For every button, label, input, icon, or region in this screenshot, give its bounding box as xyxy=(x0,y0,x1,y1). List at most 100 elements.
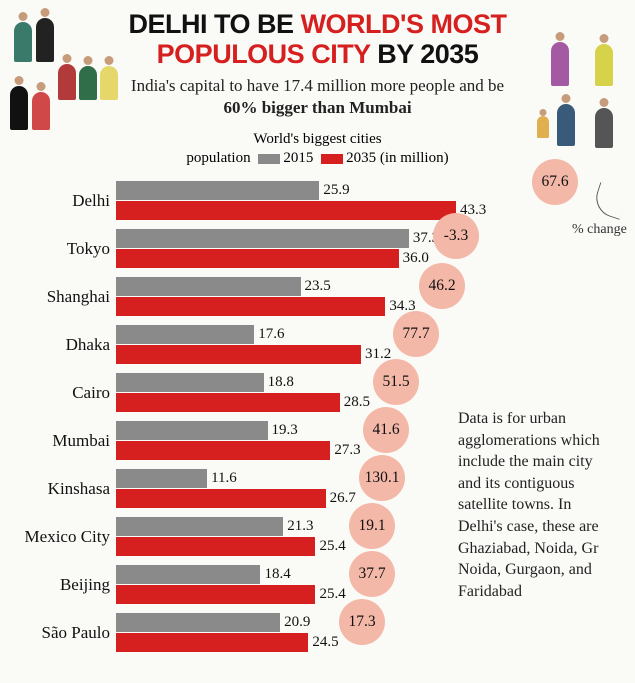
bar-2015 xyxy=(116,517,283,536)
pct-change-bubble: 51.5 xyxy=(373,359,419,405)
bar-value: 27.3 xyxy=(334,442,360,459)
city-label: Kinshasa xyxy=(14,465,116,513)
subhead-b: 60% bigger than Mumbai xyxy=(223,98,411,117)
bar-2015 xyxy=(116,373,264,392)
person-icon xyxy=(36,18,54,62)
bar-line: 37.3 xyxy=(116,229,621,248)
pct-change-bubble: 46.2 xyxy=(419,263,465,309)
legend: World's biggest cities population 2015 2… xyxy=(14,130,621,169)
bar-line: 36.0 xyxy=(116,249,621,268)
bar-2035 xyxy=(116,489,326,508)
city-label: Mumbai xyxy=(14,417,116,465)
bar-value: 18.4 xyxy=(264,566,290,583)
footnote: Data is for urban agglomerations which i… xyxy=(458,408,616,602)
subheadline: India's capital to have 17.4 million mor… xyxy=(124,75,511,118)
city-label: São Paulo xyxy=(14,609,116,657)
bar-value: 25.9 xyxy=(323,182,349,199)
chart-row: São Paulo 20.924.5 xyxy=(14,609,621,657)
bar-line: 31.2 xyxy=(116,345,621,364)
pct-change-bubble: -3.3 xyxy=(433,213,479,259)
pct-change-bubble: 17.3 xyxy=(339,599,385,645)
headline-part-c: BY 2035 xyxy=(370,39,478,69)
bar-value: 25.4 xyxy=(319,586,345,603)
bar-2035 xyxy=(116,297,385,316)
legend-swatch-2035 xyxy=(321,154,343,164)
chart-row: Shanghai 23.5 34.3 xyxy=(14,273,621,321)
bar-pair: 23.5 34.3 xyxy=(116,273,621,321)
person-icon xyxy=(14,22,32,62)
pct-change-bubble: 19.1 xyxy=(349,503,395,549)
bar-2035 xyxy=(116,537,315,556)
pct-change-bubble: 41.6 xyxy=(363,407,409,453)
legend-2015: 2015 xyxy=(283,150,313,166)
bar-2015 xyxy=(116,469,207,488)
chart-row: Tokyo37.3 36.0 xyxy=(14,225,621,273)
bar-value: 26.7 xyxy=(330,490,356,507)
subhead-a: India's capital to have 17.4 million mor… xyxy=(131,76,504,95)
city-label: Cairo xyxy=(14,369,116,417)
person-icon xyxy=(100,66,118,100)
city-label: Tokyo xyxy=(14,225,116,273)
bar-2035 xyxy=(116,201,456,220)
bar-value: 23.5 xyxy=(305,278,331,295)
pct-change-bubble: 67.6 xyxy=(532,159,578,205)
bar-line: 18.8 xyxy=(116,373,621,392)
bar-value: 11.6 xyxy=(211,470,237,487)
legend-series: population 2015 2035 (in million) xyxy=(14,149,621,169)
bar-2035 xyxy=(116,393,340,412)
headline-part-a: DELHI TO BE xyxy=(129,9,301,39)
bar-value: 36.0 xyxy=(403,250,429,267)
bar-value: 19.3 xyxy=(272,422,298,439)
bar-value: 28.5 xyxy=(344,394,370,411)
legend-swatch-2015 xyxy=(258,154,280,164)
bar-2015 xyxy=(116,181,319,200)
bar-pair: 17.6 31.2 xyxy=(116,321,621,369)
person-icon xyxy=(58,64,76,100)
bar-2015 xyxy=(116,325,254,344)
city-label: Delhi xyxy=(14,177,116,225)
bar-2035 xyxy=(116,345,361,364)
bar-2035 xyxy=(116,441,330,460)
person-icon xyxy=(551,42,569,86)
bar-line: 43.3 xyxy=(116,201,621,220)
headline: DELHI TO BE WORLD'S MOST POPULOUS CITY B… xyxy=(84,10,551,69)
chart-row: Dhaka 17.6 31.2 xyxy=(14,321,621,369)
pct-change-label: % change xyxy=(572,222,627,238)
bar-2035 xyxy=(116,633,308,652)
bar-2035 xyxy=(116,585,315,604)
bar-line: 23.5 xyxy=(116,277,621,296)
person-icon xyxy=(537,116,549,138)
city-label: Beijing xyxy=(14,561,116,609)
bar-2015 xyxy=(116,229,409,248)
pct-change-bubble: 37.7 xyxy=(349,551,395,597)
person-icon xyxy=(557,104,575,146)
person-icon xyxy=(32,92,50,130)
bar-2015 xyxy=(116,565,260,584)
pct-change-bubble: 77.7 xyxy=(393,311,439,357)
legend-pop: population xyxy=(186,150,250,166)
bar-2035 xyxy=(116,249,399,268)
bar-value: 25.4 xyxy=(319,538,345,555)
legend-title: World's biggest cities xyxy=(14,130,621,150)
person-icon xyxy=(595,44,613,86)
person-icon xyxy=(595,108,613,148)
bar-2015 xyxy=(116,613,280,632)
city-label: Mexico City xyxy=(14,513,116,561)
bar-2015 xyxy=(116,277,301,296)
bar-value: 24.5 xyxy=(312,634,338,651)
chart-row: Delhi 25.9 43.3 xyxy=(14,177,621,225)
bar-line: 34.3 xyxy=(116,297,621,316)
bar-pair: 37.3 36.0 xyxy=(116,225,621,273)
bar-value: 17.6 xyxy=(258,326,284,343)
pct-change-bubble: 130.1 xyxy=(359,455,405,501)
person-icon xyxy=(79,66,97,100)
bar-value: 18.8 xyxy=(268,374,294,391)
bar-2015 xyxy=(116,421,268,440)
person-icon xyxy=(10,86,28,130)
legend-2035: 2035 (in million) xyxy=(346,150,449,166)
bar-value: 20.9 xyxy=(284,614,310,631)
bar-value: 21.3 xyxy=(287,518,313,535)
city-label: Dhaka xyxy=(14,321,116,369)
city-label: Shanghai xyxy=(14,273,116,321)
bar-line: 17.6 xyxy=(116,325,621,344)
